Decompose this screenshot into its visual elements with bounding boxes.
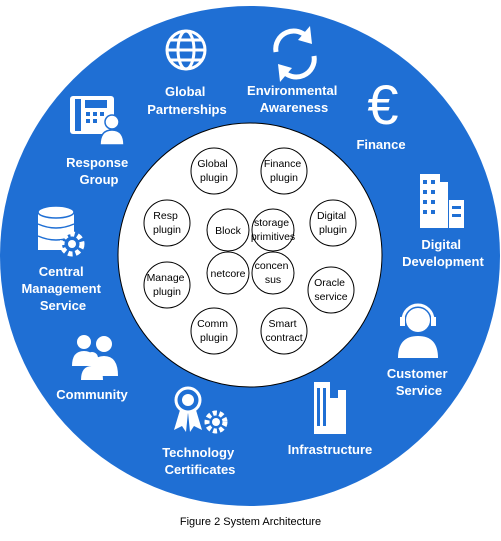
euro-icon: €: [367, 73, 398, 136]
plugin-global-label: Global plugin: [197, 158, 230, 184]
phone-people-icon: [70, 96, 125, 146]
core-block-circle: [206, 208, 250, 252]
plugin-smart-circle: [260, 307, 308, 355]
headset-agent-icon: [398, 303, 438, 358]
plugin-smart-label: Smart contract: [265, 318, 302, 344]
people-group-icon: [72, 335, 118, 380]
core-consensus-label: concen sus: [255, 260, 292, 286]
plugin-digital-label: Digital plugin: [317, 210, 349, 236]
label-community: Community: [56, 387, 128, 402]
plugin-global-circle: [190, 147, 238, 195]
core-storage-label: storage primitives: [251, 217, 295, 243]
plugin-oracle-label: Oracle service: [314, 277, 348, 303]
buildings-icon: [420, 174, 464, 228]
plugin-finance-label: Finance plugin: [264, 158, 304, 184]
figure-caption: Figure 2 System Architecture: [179, 516, 322, 528]
core-consensus-circle: [251, 251, 295, 295]
label-infrastructure: Infrastructure: [288, 442, 373, 457]
plugin-oracle-circle: [307, 266, 355, 314]
label-technology-certificates: Technology Certificates: [162, 445, 238, 477]
plugin-digital-circle: [309, 199, 357, 247]
label-environmental-awareness: Environmental Awareness: [247, 83, 341, 115]
plugin-resp-label: Resp plugin: [153, 210, 181, 236]
recycle-arrows-icon: [273, 26, 317, 82]
core-netcore-label: netcore: [210, 268, 245, 280]
core-storage-circle: [251, 208, 295, 252]
database-gear-icon: [37, 205, 85, 257]
label-global-partnerships: Global Partnerships: [147, 84, 226, 117]
core-block-label: Block: [215, 225, 241, 237]
label-digital-development: Digital Development: [402, 237, 484, 269]
core-netcore-circle: [206, 251, 250, 295]
label-finance: Finance: [356, 137, 405, 152]
plugin-finance-circle: [260, 147, 308, 195]
globe-icon: [165, 29, 207, 71]
plugin-comm-label: Comm plugin: [197, 318, 231, 344]
award-ribbon-gear-icon: [174, 386, 228, 434]
label-central-management-service: Central Management Service: [21, 264, 104, 313]
label-customer-service: Customer Service: [387, 366, 451, 398]
inner-circle: [117, 122, 383, 388]
skyscraper-icon: [314, 382, 346, 434]
plugin-manage-circle: [143, 261, 191, 309]
label-response-group: Response Group: [66, 155, 132, 187]
plugin-resp-circle: [143, 199, 191, 247]
plugin-comm-circle: [190, 307, 238, 355]
plugin-manage-label: Manage plugin: [147, 272, 188, 298]
